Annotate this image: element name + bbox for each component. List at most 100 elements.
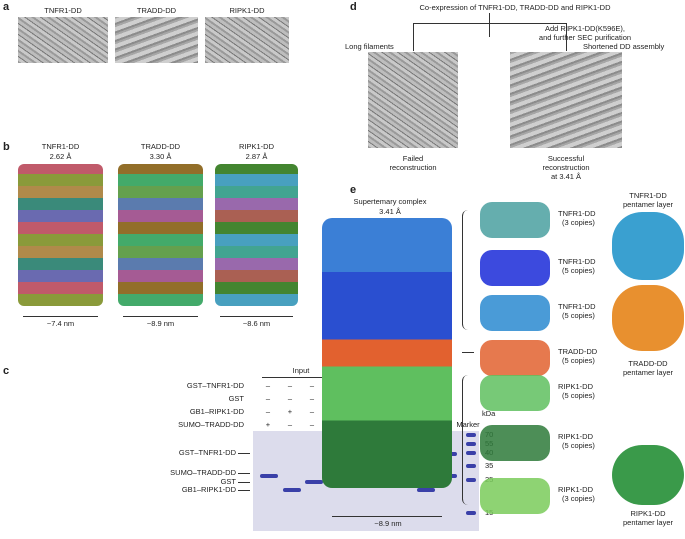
layer-name: RIPK1-DD	[558, 382, 594, 391]
gel-band	[466, 442, 476, 446]
marker-label: Marker	[456, 420, 480, 429]
pentamer-title: RIPK1-DD	[630, 509, 666, 518]
layer-map	[480, 425, 550, 461]
layer-map	[480, 202, 550, 238]
scale-line	[332, 516, 442, 517]
band-arrow	[238, 490, 250, 491]
sign: –	[309, 420, 315, 429]
map-width: ~7.4 nm	[46, 319, 75, 328]
micrograph	[115, 17, 198, 63]
step-text: and further SEC purification	[538, 33, 632, 42]
pentamer-title: pentamer layer	[622, 368, 674, 377]
map-resolution: 2.87 Å	[245, 152, 268, 161]
gel-band	[466, 478, 476, 482]
band-arrow	[238, 482, 250, 483]
sign: –	[287, 394, 293, 403]
pentamer-title: pentamer layer	[622, 200, 674, 209]
map-resolution: 3.30 Å	[149, 152, 172, 161]
image-title: Long filaments	[345, 42, 394, 51]
flow-line	[413, 23, 414, 51]
scale-line	[123, 316, 198, 317]
micrograph	[368, 52, 458, 148]
row-label: SUMO–TRADD-DD	[178, 420, 244, 429]
caption: reconstruction	[542, 163, 590, 172]
gel-band	[260, 474, 278, 478]
density-map	[118, 164, 203, 306]
sign: –	[265, 407, 271, 416]
flow-line	[566, 23, 567, 51]
image-title: TRADD-DD	[136, 6, 177, 15]
caption: at 3.41 Å	[550, 172, 582, 181]
layer-map	[480, 375, 550, 411]
caption: reconstruction	[389, 163, 437, 172]
gel-band	[283, 488, 301, 492]
panel-label: d	[350, 1, 357, 13]
density-map	[215, 164, 298, 306]
sign: –	[287, 420, 293, 429]
sign: +	[287, 407, 293, 416]
image-title: RIPK1-DD	[229, 6, 265, 15]
map-title: RIPK1-DD	[238, 142, 275, 151]
flow-line	[489, 13, 490, 37]
complex-width: ~8.9 nm	[374, 519, 402, 528]
layer-copies: (5 copies)	[562, 391, 595, 400]
marker-value: 35	[485, 461, 494, 470]
band-label: GST–TNFR1-DD	[178, 448, 236, 457]
layer-map	[480, 250, 550, 286]
gel-band	[466, 451, 476, 455]
scale-line	[220, 316, 293, 317]
panel-label: c	[3, 365, 10, 377]
layer-name: TNFR1-DD	[558, 257, 596, 266]
sign: +	[265, 420, 271, 429]
layer-name: TNFR1-DD	[558, 302, 596, 311]
layer-map	[480, 340, 550, 376]
layer-copies: (3 copies)	[562, 218, 595, 227]
micrograph	[205, 17, 289, 63]
row-label: GST–TNFR1-DD	[186, 381, 244, 390]
sign: –	[309, 394, 315, 403]
map-title: TNFR1-DD	[41, 142, 80, 151]
band-arrow	[238, 453, 250, 454]
panel-label: b	[3, 141, 10, 153]
gel-band	[466, 464, 476, 468]
panel-label: e	[350, 184, 357, 196]
band-arrow	[238, 473, 250, 474]
row-label: GB1–RIPK1-DD	[189, 407, 244, 416]
flow-line	[413, 23, 566, 24]
complex-map	[322, 218, 452, 488]
brace	[462, 375, 469, 505]
layer-name: TRADD-DD	[558, 347, 598, 356]
pentamer-title: TNFR1-DD	[629, 191, 667, 200]
layer-name: RIPK1-DD	[558, 432, 594, 441]
map-title: TRADD-DD	[140, 142, 181, 151]
layer-map	[480, 478, 550, 514]
step-text: Add RIPK1-DD(K596E),	[544, 24, 626, 33]
unit-label: kDa	[482, 409, 496, 418]
pentamer-map	[612, 212, 684, 280]
layer-name: RIPK1-DD	[558, 485, 594, 494]
panel-label: a	[3, 1, 10, 13]
gel-band	[466, 511, 476, 515]
layer-copies: (3 copies)	[562, 494, 595, 503]
image-title: Shortened DD assembly	[583, 42, 665, 51]
layer-copies: (5 copies)	[562, 266, 595, 275]
pentamer-map	[612, 285, 684, 351]
scale-line	[23, 316, 98, 317]
gel-band	[305, 480, 323, 484]
density-map	[18, 164, 103, 306]
pentamer-title: TRADD-DD	[628, 359, 668, 368]
map-width: ~8.6 nm	[242, 319, 271, 328]
sign: –	[265, 394, 271, 403]
step-text: Co-expression of TNFR1-DD, TRADD-DD and …	[419, 3, 611, 12]
sign: –	[309, 381, 315, 390]
sign: –	[265, 381, 271, 390]
layer-copies: (5 copies)	[562, 311, 595, 320]
band-label: SUMO–TRADD-DD	[170, 468, 236, 477]
gel-band	[417, 488, 435, 492]
layer-map	[480, 295, 550, 331]
group-line	[262, 377, 340, 378]
layer-copies: (5 copies)	[562, 441, 595, 450]
arrow	[462, 352, 474, 353]
gel-band	[466, 433, 476, 437]
